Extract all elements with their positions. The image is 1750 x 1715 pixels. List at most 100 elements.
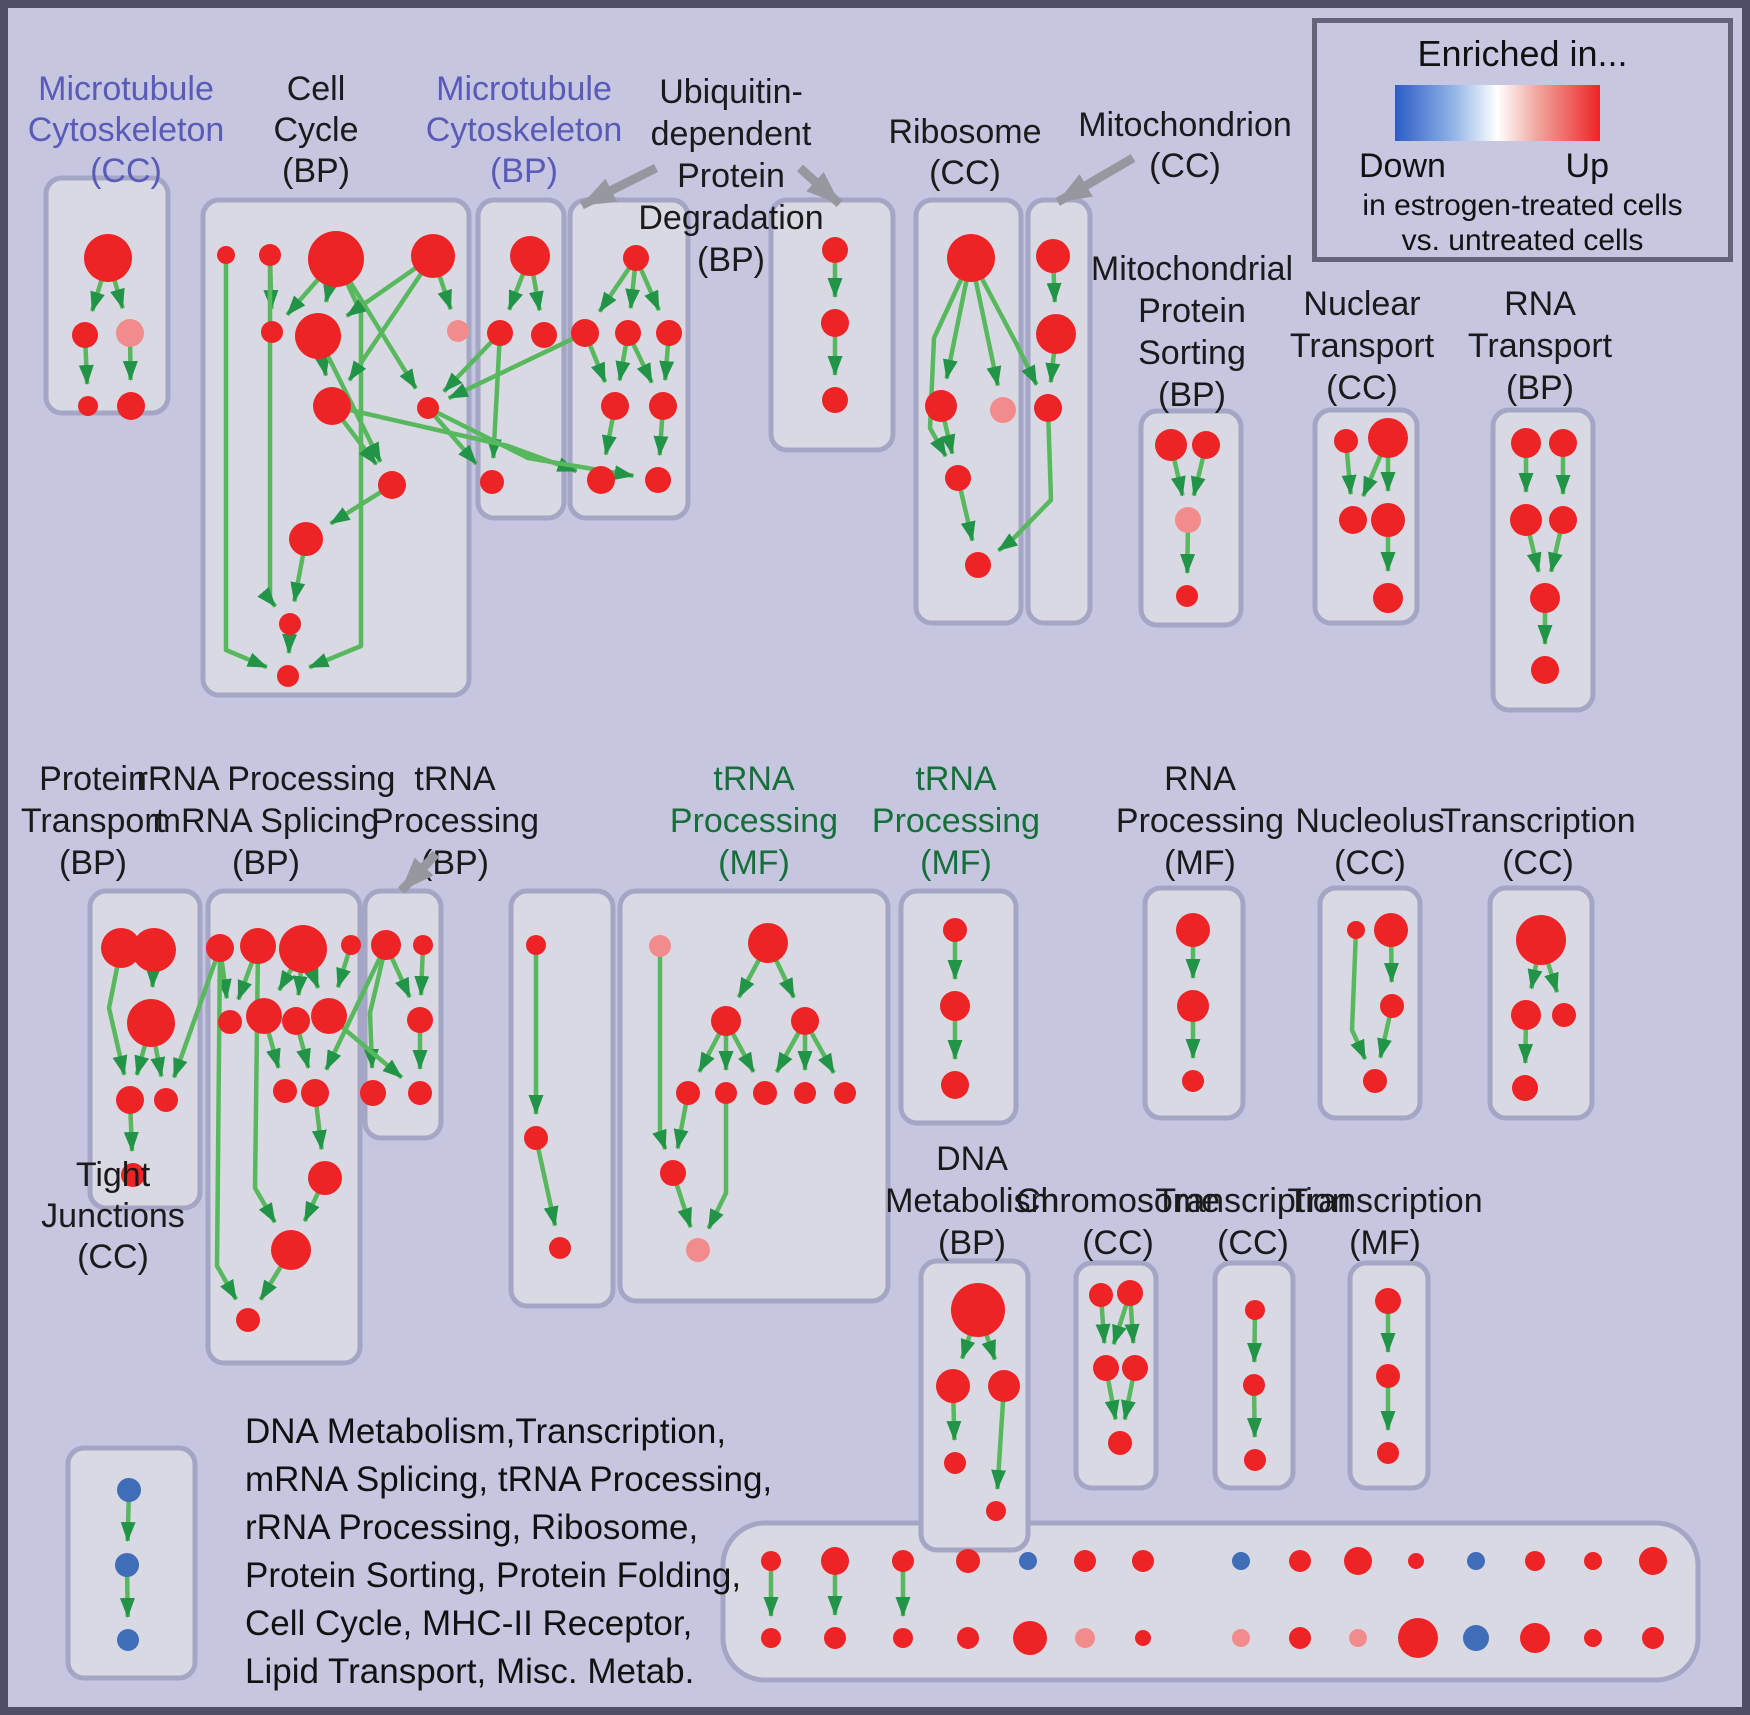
misc-cluster-node-20 [1075, 1628, 1095, 1648]
mitochondrial-protein-sorting-bp-node-3 [1176, 585, 1198, 607]
ribosome-cc-node-3 [945, 465, 971, 491]
nuclear-transport-cc-node-0 [1334, 429, 1358, 453]
misc-categories-text: DNA Metabolism,Transcription, mRNA Splic… [245, 1408, 772, 1696]
trna-processing-mf-large-node-2 [711, 1006, 741, 1036]
trna-processing-mf-large-node-6 [753, 1081, 777, 1105]
rna-transport-bp-node-3 [1549, 506, 1577, 534]
rna-processing-mf-label: RNA Processing (MF) [1116, 760, 1284, 882]
cell-cycle-bp-node-0 [217, 246, 235, 264]
label-pointer-arrow-0 [579, 163, 659, 210]
protein-transport-bp-node-2 [127, 999, 175, 1047]
rrna-processing-mrna-splicing-bp-node-9 [301, 1079, 329, 1107]
cell-cycle-bp-node-3 [411, 234, 455, 278]
cross-edge-4 [426, 406, 479, 466]
transcription-cc-upper-label: Transcription (CC) [1440, 802, 1635, 882]
trna-processing-mf-large-node-9 [660, 1160, 686, 1186]
rrna-processing-mrna-splicing-bp-node-6 [282, 1007, 310, 1035]
ubiquitin-degradation-secondary-node-0 [822, 237, 848, 263]
transcription-mf-node-2 [1377, 1442, 1399, 1464]
trna-processing-mf-large-edge-11 [706, 1093, 729, 1230]
misc-cluster-node-16 [824, 1627, 846, 1649]
unlabeled-cluster-node-0 [526, 935, 546, 955]
cell-cycle-bp-node-9 [378, 471, 406, 499]
cell-cycle-bp-node-11 [279, 613, 301, 635]
trna-processing-mf-large-node-1 [748, 923, 788, 963]
nuclear-transport-cc-node-1 [1368, 418, 1408, 458]
legend-down-label: Down [1359, 147, 1446, 185]
ubiquitin-dependent-protein-degradation-bp-node-6 [587, 466, 615, 494]
rrna-processing-mrna-splicing-bp-node-3 [341, 935, 361, 955]
mitochondrion-cc-node-1 [1036, 314, 1076, 354]
dna-metabolism-bp-node-2 [988, 1370, 1020, 1402]
tight-junctions-cc-label: Tight Junctions (CC) [41, 1156, 185, 1276]
ribosome-cc-node-1 [925, 390, 957, 422]
misc-cluster-node-24 [1349, 1629, 1367, 1647]
unlabeled-cluster-edge-1 [533, 1137, 559, 1227]
misc-cluster-box [720, 1520, 1701, 1683]
trna-processing-mf-small-node-1 [940, 991, 970, 1021]
mitochondrial-protein-sorting-bp-node-2 [1175, 507, 1201, 533]
transcription-mf-node-0 [1375, 1288, 1401, 1314]
nucleolus-cc-node-1 [1374, 913, 1408, 947]
dna-metabolism-bp-label: DNA Metabolism (BP) [885, 1140, 1059, 1262]
misc-text-line: Cell Cycle, MHC-II Receptor, [245, 1604, 693, 1643]
dna-metabolism-bp-node-3 [944, 1452, 966, 1474]
trna-processing-mf-large-edge-8 [652, 946, 668, 1151]
microtubule-cytoskeleton-bp-node-0 [510, 236, 550, 276]
rna-transport-bp-label: RNA Transport (BP) [1468, 285, 1613, 407]
transcription-cc-lower-node-1 [1243, 1374, 1265, 1396]
misc-cluster-node-6 [1132, 1550, 1154, 1572]
trna-processing-mf-large-node-7 [794, 1082, 816, 1104]
rrna-processing-mrna-splicing-bp-node-0 [206, 934, 234, 962]
rna-transport-bp-node-2 [1510, 504, 1542, 536]
chromosome-cc-node-1 [1117, 1280, 1143, 1306]
legend-gradient-bar [1395, 85, 1600, 141]
tight-junctions-cc-node-0 [117, 1478, 141, 1502]
ribosome-cc-node-4 [965, 552, 991, 578]
misc-cluster-node-5 [1074, 1550, 1096, 1572]
misc-text-line: mRNA Splicing, tRNA Processing, [245, 1460, 773, 1499]
misc-cluster-node-21 [1135, 1630, 1151, 1646]
misc-cluster-node-3 [956, 1549, 980, 1573]
rrna-processing-mrna-splicing-bp-edge-1 [214, 947, 239, 1301]
transcription-cc-upper-node-3 [1512, 1075, 1538, 1101]
chromosome-cc-node-0 [1089, 1283, 1113, 1307]
microtubule-cytoskeleton-bp-node-3 [480, 470, 504, 494]
nuclear-transport-cc-node-2 [1339, 506, 1367, 534]
cross-edge-3 [442, 331, 502, 393]
rna-processing-mf-node-2 [1182, 1070, 1204, 1092]
misc-cluster-node-11 [1467, 1552, 1485, 1570]
microtubule-cytoskeleton-bp-node-1 [487, 320, 513, 346]
cell-cycle-bp-node-4 [261, 321, 283, 343]
dna-metabolism-bp-edge-3 [991, 1385, 1007, 1490]
chromosome-cc-node-3 [1122, 1355, 1148, 1381]
mitochondrial-protein-sorting-bp-node-1 [1192, 431, 1220, 459]
ubiquitin-degradation-secondary-node-1 [821, 309, 849, 337]
trna-processing-mf-large-node-4 [676, 1081, 700, 1105]
ubiquitin-dependent-protein-degradation-bp-node-1 [571, 319, 599, 347]
ubiquitin-dependent-protein-degradation-bp-label: Ubiquitin-dependent Protein Degradation (BP… [638, 73, 823, 279]
label-pointer-arrow-3 [398, 850, 440, 894]
misc-cluster-node-7 [1232, 1552, 1250, 1570]
cell-cycle-bp-node-10 [289, 522, 323, 556]
misc-cluster-node-27 [1520, 1623, 1550, 1653]
cross-edge-2 [447, 330, 586, 401]
nuclear-transport-cc-node-4 [1373, 583, 1403, 613]
misc-text-line: Lipid Transport, Misc. Metab. [245, 1652, 695, 1691]
microtubule-cytoskeleton-bp-edge-2 [486, 332, 503, 459]
protein-transport-bp-node-1 [132, 928, 176, 972]
transcription-cc-upper-node-2 [1552, 1003, 1576, 1027]
nucleolus-cc-node-2 [1380, 994, 1404, 1018]
rna-transport-bp-node-4 [1530, 583, 1560, 613]
trna-processing-mf-small-label: tRNA Processing (MF) [872, 760, 1040, 882]
cross-edge-5 [969, 256, 1039, 386]
ribosome-cc-node-0 [947, 234, 995, 282]
mitochondrion-cc-node-0 [1036, 239, 1070, 273]
cell-cycle-bp-edge-9 [347, 254, 435, 382]
trna-processing-mf-large-node-0 [649, 935, 671, 957]
ubiquitin-dependent-protein-degradation-bp-node-0 [623, 245, 649, 271]
ubiquitin-dependent-protein-degradation-bp-node-7 [645, 467, 671, 493]
chromosome-cc-label: Chromosome (CC) [1016, 1182, 1220, 1262]
protein-transport-bp-node-4 [154, 1088, 178, 1112]
nucleolus-cc-node-3 [1363, 1069, 1387, 1093]
